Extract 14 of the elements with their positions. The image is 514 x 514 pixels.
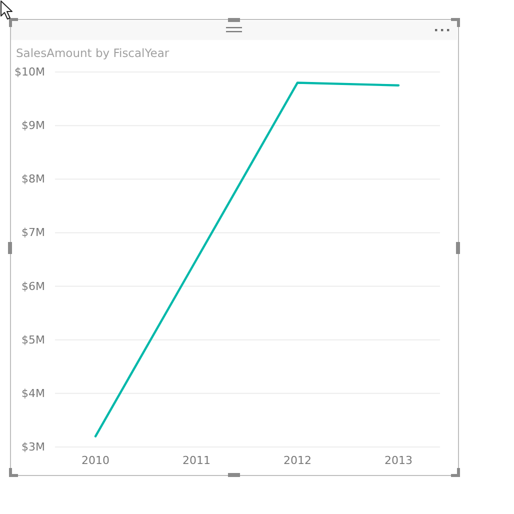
x-tick-label: 2012 xyxy=(284,454,312,467)
y-tick-label: $7M xyxy=(22,226,45,240)
x-tick-label: 2011 xyxy=(182,454,210,467)
x-tick-label: 2010 xyxy=(82,454,110,467)
y-tick-label: $3M xyxy=(22,440,45,454)
y-tick-label: $8M xyxy=(22,172,45,186)
y-tick-label: $9M xyxy=(22,119,45,132)
x-tick-label: 2013 xyxy=(384,454,412,467)
y-tick-label: $4M xyxy=(22,386,45,400)
y-tick-label: $5M xyxy=(22,333,45,346)
chart-title: SalesAmount by FiscalYear xyxy=(16,46,170,60)
line-series xyxy=(94,82,400,438)
y-tick-label: $10M xyxy=(14,66,45,79)
y-tick-label: $6M xyxy=(22,280,45,293)
